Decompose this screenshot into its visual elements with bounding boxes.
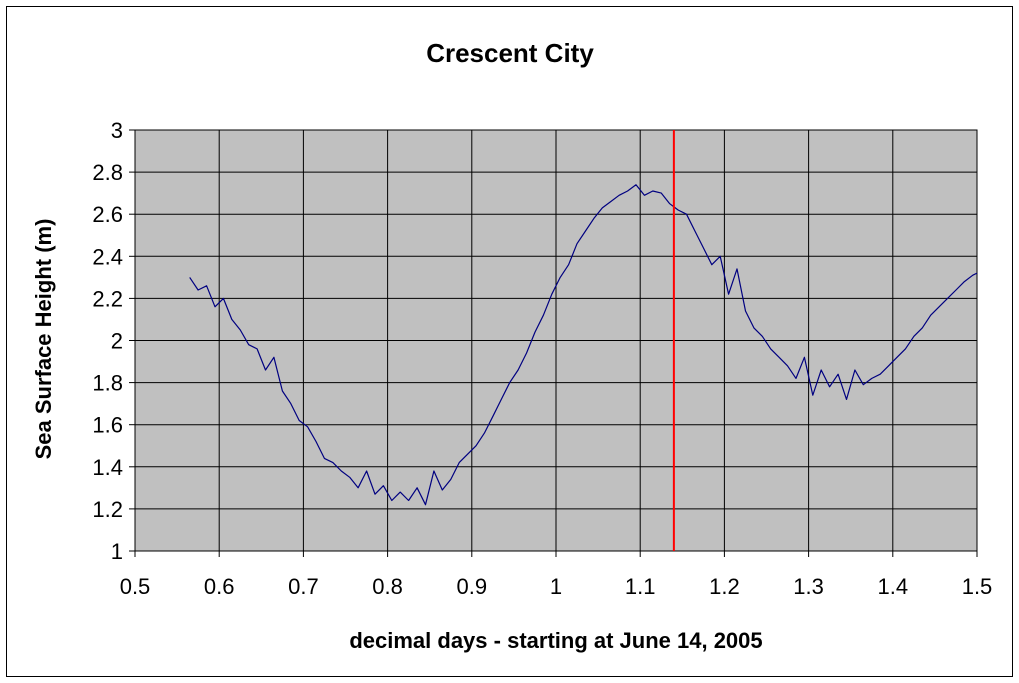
y-tick-label: 2.4: [92, 244, 123, 269]
series-line: [189, 184, 978, 506]
y-tick-labels: 1 1.2 1.4 1.6 1.8 2 2.2 2.4 2.6 2.8 3: [92, 118, 123, 564]
chart-frame: Crescent City 0.5 0.6 0.7 0.8 0.9 1 1.1 1.2 1.3 1…: [6, 6, 1013, 677]
series-group: [189, 184, 978, 506]
x-tick-label: 1.1: [625, 574, 656, 599]
x-tick-label: 1.3: [793, 574, 824, 599]
x-axis-label: decimal days - starting at June 14, 2005: [349, 628, 762, 653]
x-tick-label: 0.6: [204, 574, 235, 599]
y-tick-label: 3: [111, 118, 123, 143]
x-tick-labels: 0.5 0.6 0.7 0.8 0.9 1 1.1 1.2 1.3 1.4 1.5: [120, 574, 993, 599]
x-tick-label: 0.8: [372, 574, 403, 599]
y-tick-label: 1: [111, 539, 123, 564]
y-tick-label: 2: [111, 329, 123, 354]
axes: [129, 129, 978, 557]
y-tick-label: 2.2: [92, 286, 123, 311]
x-tick-label: 0.9: [457, 574, 488, 599]
x-tick-label: 1.4: [878, 574, 909, 599]
y-axis-label: Sea Surface Height (m): [31, 219, 56, 460]
x-tick-label: 1.5: [962, 574, 993, 599]
plot-border: [134, 129, 978, 552]
chart-title: Crescent City: [426, 38, 594, 68]
y-tick-label: 1.6: [92, 413, 123, 438]
x-tick-label: 0.5: [120, 574, 151, 599]
y-tick-label: 1.2: [92, 497, 123, 522]
y-tick-label: 1.4: [92, 455, 123, 480]
chart: Crescent City 0.5 0.6 0.7 0.8 0.9 1 1.1 1.2 1.3 1…: [31, 38, 993, 653]
x-tick-label: 1.2: [709, 574, 740, 599]
y-tick-label: 2.8: [92, 160, 123, 185]
x-tick-label: 1: [550, 574, 562, 599]
y-tick-label: 2.6: [92, 202, 123, 227]
x-tick-label: 0.7: [288, 574, 319, 599]
y-tick-label: 1.8: [92, 371, 123, 396]
